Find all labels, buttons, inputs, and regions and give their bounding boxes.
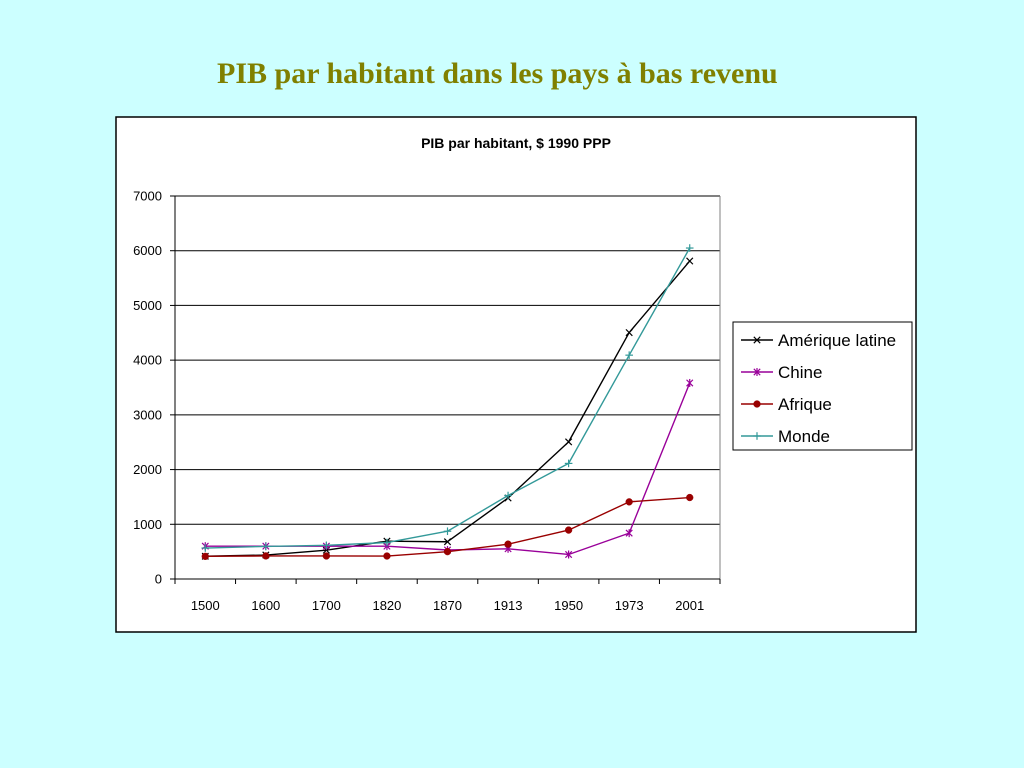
legend-frame bbox=[732, 321, 913, 451]
x-tick-label: 1700 bbox=[312, 598, 341, 613]
chart: PIB par habitant, $ 1990 PPP 0 1000 2000 30… bbox=[115, 116, 917, 633]
y-tick-label: 1000 bbox=[133, 517, 162, 532]
marker-dot bbox=[504, 540, 512, 548]
marker-dot bbox=[383, 552, 391, 560]
point-afrique-1600 bbox=[262, 552, 270, 560]
point-amerique-latine-2001 bbox=[686, 257, 694, 265]
x-tick-label: 1870 bbox=[433, 598, 462, 613]
marker-dot bbox=[443, 547, 452, 556]
y-tick-label: 4000 bbox=[133, 353, 162, 368]
y-tick-label: 6000 bbox=[133, 243, 162, 258]
point-monde-1973 bbox=[625, 351, 633, 359]
y-axis-tick-labels: 0 1000 2000 3000 4000 5000 6000 7000 bbox=[133, 189, 162, 587]
x-tick-label: 1820 bbox=[372, 598, 401, 613]
y-tick-label: 2000 bbox=[133, 462, 162, 477]
point-chine-1950 bbox=[564, 550, 573, 559]
legend-marker-afrique bbox=[753, 400, 761, 408]
marker-stroke bbox=[686, 257, 694, 265]
legend-marker-chine bbox=[753, 368, 761, 376]
series-afrique bbox=[201, 493, 694, 560]
point-monde-1870 bbox=[443, 527, 452, 536]
x-tick-label: 2001 bbox=[675, 598, 704, 613]
marker-stroke bbox=[443, 538, 452, 546]
marker-stroke bbox=[625, 328, 633, 337]
point-monde-1700 bbox=[322, 541, 331, 550]
point-amerique-latine-1973 bbox=[625, 328, 633, 337]
point-afrique-1700 bbox=[322, 552, 331, 560]
x-tick-label: 1500 bbox=[191, 598, 220, 613]
y-tick-label: 5000 bbox=[133, 298, 162, 313]
point-afrique-1913 bbox=[504, 540, 512, 548]
x-tick-label: 1913 bbox=[494, 598, 523, 613]
point-chine-2001 bbox=[686, 378, 694, 387]
x-tick-label: 1600 bbox=[251, 598, 280, 613]
point-afrique-2001 bbox=[686, 493, 694, 502]
legend-marker-amerique-latine bbox=[753, 336, 761, 344]
legend-item-monde: Monde bbox=[741, 427, 830, 446]
marker-dot bbox=[753, 400, 761, 408]
marker-dot bbox=[201, 552, 209, 560]
point-monde-2001 bbox=[685, 244, 694, 252]
point-monde-1500 bbox=[201, 544, 210, 552]
legend: Amérique latine Chine Afrique Monde bbox=[732, 321, 913, 451]
point-afrique-1870 bbox=[443, 547, 452, 556]
point-monde-1600 bbox=[262, 542, 270, 551]
marker-dot bbox=[322, 552, 331, 560]
legend-label: Afrique bbox=[778, 395, 832, 414]
legend-label: Amérique latine bbox=[778, 331, 896, 350]
legend-label: Chine bbox=[778, 363, 822, 382]
chart-title: PIB par habitant, $ 1990 PPP bbox=[421, 135, 611, 151]
point-monde-1950 bbox=[564, 459, 573, 468]
legend-item-amerique-latine: Amérique latine bbox=[741, 331, 896, 350]
axes bbox=[170, 195, 721, 584]
marker-dot bbox=[262, 552, 270, 560]
point-chine-1973 bbox=[625, 529, 633, 538]
series-group bbox=[201, 244, 694, 560]
point-afrique-1973 bbox=[625, 498, 633, 506]
point-monde-1820 bbox=[383, 538, 391, 547]
x-tick-label: 1973 bbox=[615, 598, 644, 613]
point-amerique-latine-1870 bbox=[443, 538, 452, 546]
point-afrique-1500 bbox=[201, 552, 209, 560]
y-tick-label: 7000 bbox=[133, 189, 162, 204]
slide-title: PIB par habitant dans les pays à bas rev… bbox=[217, 57, 778, 90]
legend-label: Monde bbox=[778, 427, 830, 446]
legend-item-chine: Chine bbox=[741, 363, 822, 382]
legend-marker-monde bbox=[753, 432, 761, 440]
point-amerique-latine-1950 bbox=[564, 438, 573, 446]
marker-dot bbox=[625, 498, 633, 506]
x-tick-label: 1950 bbox=[554, 598, 583, 613]
series-monde bbox=[201, 244, 694, 552]
marker-stroke bbox=[564, 438, 573, 446]
point-afrique-1820 bbox=[383, 552, 391, 560]
point-monde-1913 bbox=[504, 491, 512, 500]
x-axis-tick-labels: 1500 1600 1700 1820 1870 1913 1950 1973 2001 bbox=[191, 598, 704, 613]
y-tick-label: 3000 bbox=[133, 407, 162, 422]
legend-item-afrique: Afrique bbox=[741, 395, 832, 414]
point-afrique-1950 bbox=[564, 526, 573, 534]
marker-dot bbox=[564, 526, 573, 534]
marker-dot bbox=[686, 493, 694, 502]
y-tick-label: 0 bbox=[155, 572, 162, 587]
marker-stroke bbox=[753, 336, 761, 344]
